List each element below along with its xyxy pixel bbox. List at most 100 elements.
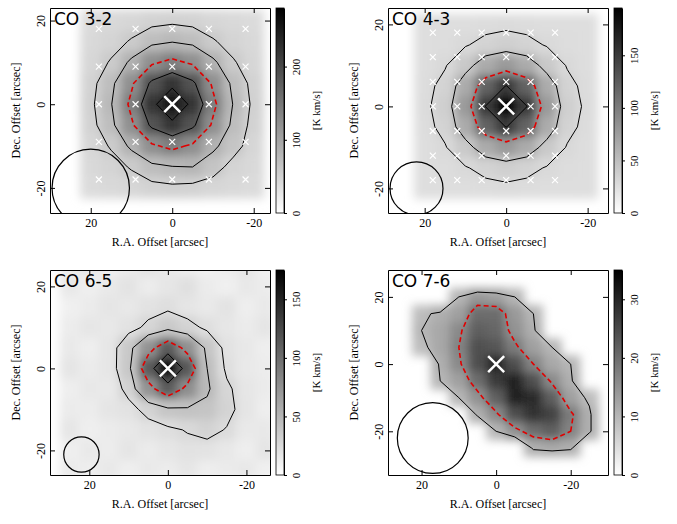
y-axis-title: Dec. Offset [arcsec]: [9, 62, 23, 158]
x-axis-tick: -20: [580, 208, 596, 230]
sample-position: [206, 139, 212, 145]
map-cell: [557, 116, 578, 137]
map-cell: [197, 337, 217, 358]
colorbar-ramp: [614, 270, 622, 475]
y-axis-right-line: [270, 9, 271, 214]
map-cell: [217, 317, 237, 338]
y-axis-tick: 0: [34, 366, 55, 372]
map-cell: [236, 276, 256, 297]
map-cell: [505, 389, 524, 406]
y-axis-tick-mark: [388, 364, 393, 365]
y-axis-right-tick-mark: [265, 368, 270, 369]
map-cell: [557, 178, 578, 199]
colorbar-tick-label: 10: [628, 411, 640, 423]
y-axis-right-tick-mark: [603, 106, 608, 107]
map-cell: [256, 419, 270, 440]
intensity-map: [414, 14, 598, 199]
map-cell: [80, 73, 101, 95]
map-cell: [223, 93, 244, 115]
x-axis-tick: 0: [165, 470, 171, 492]
map-cell: [80, 31, 101, 53]
colorbar-axis-line: [622, 271, 623, 476]
y-axis-right: [603, 271, 609, 476]
panel-title: CO 3-2: [54, 9, 112, 29]
map-cell: [256, 358, 270, 379]
colorbar-tick-label: 0: [628, 210, 640, 216]
map-cell: [217, 419, 237, 440]
x-axis-top-tick-mark: [588, 8, 589, 13]
colorbar-tick-label: 100: [628, 100, 640, 117]
map-cell: [177, 317, 197, 338]
map-cell: [162, 52, 183, 74]
y-axis-right-tick: [265, 450, 270, 451]
map-cell: [468, 288, 487, 305]
map-cell: [80, 156, 101, 178]
map-cell: [80, 93, 101, 115]
x-axis-tick: 0: [494, 470, 500, 492]
y-axis-tick-mark: [388, 106, 393, 107]
y-axis-tick-mark: [50, 104, 55, 105]
colorbar-tick-mark: [284, 67, 287, 68]
sample-position: [169, 139, 175, 145]
colorbar-title: [K km/s]: [310, 91, 322, 130]
map-cell: [557, 14, 578, 35]
contour: [116, 311, 235, 439]
map-cell: [435, 137, 456, 158]
colorbar-tick: 100: [284, 350, 302, 367]
map-cell: [487, 305, 506, 322]
center-cross: [488, 356, 504, 372]
map-cell: [121, 52, 142, 74]
x-axis: 200-20: [389, 208, 609, 230]
x-axis-tick: 20: [416, 470, 428, 492]
map-cell: [435, 34, 456, 55]
sample-position: [479, 79, 485, 85]
panel-title: CO 4-3: [392, 9, 450, 29]
map-cell: [536, 14, 557, 35]
y-axis-line: [50, 9, 51, 214]
sample-position: [243, 64, 249, 70]
colorbar-tick-mark: [622, 55, 625, 56]
sample-position: [454, 103, 460, 109]
map-cell: [158, 276, 178, 297]
map-cell: [162, 93, 183, 115]
beam: [52, 149, 129, 213]
map-cell: [414, 116, 435, 137]
map-cell: [162, 31, 183, 53]
map-cell: [455, 34, 476, 55]
x-axis-top-tick-mark: [168, 270, 169, 275]
colorbar-axis-line: [284, 9, 285, 214]
sample-position: [454, 54, 460, 60]
map-cell: [177, 399, 197, 420]
map-cell: [524, 406, 543, 423]
map-cell: [557, 157, 578, 178]
sample-position: [430, 177, 436, 183]
y-axis-tick-label: 0: [34, 102, 48, 108]
map-cell: [256, 399, 270, 420]
y-axis-tick-label: 20: [372, 291, 386, 303]
y-axis-tick: 20: [34, 15, 55, 27]
sample-position: [169, 177, 175, 183]
map-cell: [496, 96, 517, 117]
map-cell: [141, 177, 162, 199]
sample-position: [133, 139, 139, 145]
y-axis-tick: 20: [34, 281, 55, 293]
map-cell: [60, 296, 80, 317]
map-cell: [557, 137, 578, 158]
y-axis-tick-label: -20: [34, 180, 48, 196]
sample-position: [206, 64, 212, 70]
y-axis-tick: 0: [34, 102, 55, 108]
map-cell: [243, 31, 264, 53]
y-axis-right-tick-mark: [603, 364, 608, 365]
x-axis-tick-mark: [172, 208, 173, 213]
x-axis-tick-mark: [91, 208, 92, 213]
y-axis-right-tick: [603, 364, 608, 365]
x-axis-tick: 20: [419, 208, 431, 230]
y-axis-tick-label: 20: [34, 281, 48, 293]
x-axis: 200-20: [389, 470, 609, 492]
map-cell: [431, 355, 450, 372]
map-cell: [217, 460, 237, 475]
map-cell: [256, 296, 270, 317]
map-cell: [197, 399, 217, 420]
x-axis-top-tick: [588, 8, 589, 13]
map-cell: [236, 358, 256, 379]
